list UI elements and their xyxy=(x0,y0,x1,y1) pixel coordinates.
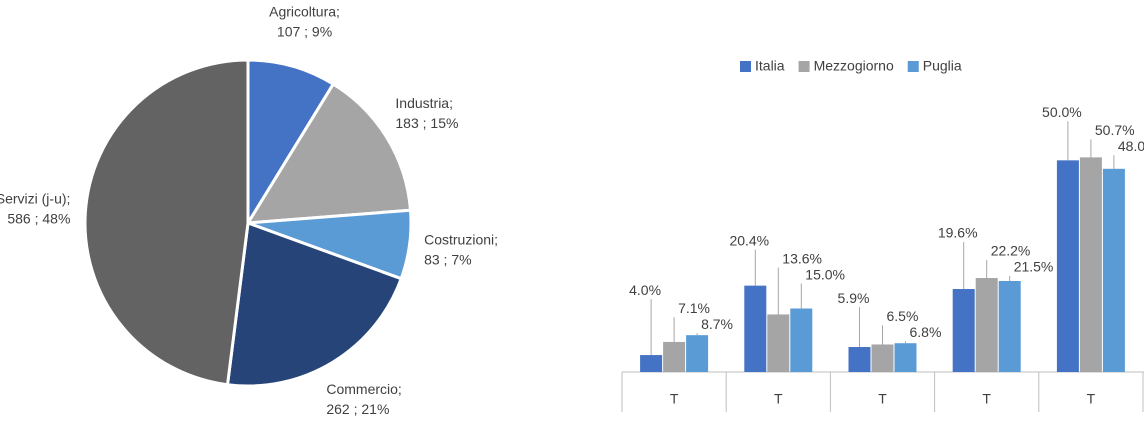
pie-category-label: Agricoltura; xyxy=(269,4,340,20)
pie-slice xyxy=(246,58,336,229)
pie-slice xyxy=(225,220,404,388)
bar xyxy=(848,347,871,372)
bar xyxy=(744,285,767,372)
bar xyxy=(952,289,975,372)
pie-value-label: 107 ; 9% xyxy=(277,24,332,40)
data-label: 6.5% xyxy=(887,308,919,324)
pie-value-label: 586 ; 48% xyxy=(7,211,70,227)
bar xyxy=(1102,168,1125,372)
x-tick-label: T xyxy=(774,391,783,407)
data-label: 4.0% xyxy=(629,282,661,298)
bar xyxy=(894,343,917,372)
x-tick-label: T xyxy=(670,391,679,407)
pie-slice xyxy=(245,82,413,225)
x-tick-label: T xyxy=(1087,391,1096,407)
bar xyxy=(975,278,998,372)
data-label: 7.1% xyxy=(678,300,710,316)
bar xyxy=(686,335,709,372)
data-label: 15.0% xyxy=(805,266,845,282)
legend-label: Mezzogiorno xyxy=(814,58,894,74)
data-label: 5.9% xyxy=(838,290,870,306)
pie-category-label: Servizi (j-u); xyxy=(0,191,70,207)
pie-value-label: 262 ; 21% xyxy=(326,401,389,417)
data-label: 48.0% xyxy=(1118,138,1144,154)
pie-category-label: Industria; xyxy=(395,95,453,111)
pie-category-label: Commercio; xyxy=(326,381,401,397)
legend-swatch xyxy=(798,61,810,72)
bar xyxy=(998,280,1021,372)
data-label: 20.4% xyxy=(729,232,769,248)
bar xyxy=(790,308,813,372)
bar xyxy=(640,355,663,372)
bar xyxy=(767,314,790,372)
data-label: 6.8% xyxy=(910,324,942,340)
x-tick-label: T xyxy=(878,391,887,407)
legend-label: Puglia xyxy=(923,58,962,74)
data-label: 50.0% xyxy=(1042,104,1082,120)
bar xyxy=(1079,157,1102,372)
pie-category-label: Costruzioni; xyxy=(424,232,498,248)
data-label: 50.7% xyxy=(1095,122,1135,138)
bar xyxy=(871,344,894,372)
pie-value-label: 83 ; 7% xyxy=(424,252,471,268)
pie-slice xyxy=(83,58,250,387)
data-label: 22.2% xyxy=(991,243,1031,259)
x-tick-label: T xyxy=(982,391,991,407)
data-label: 21.5% xyxy=(1014,259,1054,275)
data-label: 8.7% xyxy=(701,316,733,332)
legend-swatch xyxy=(740,61,751,72)
data-label: 13.6% xyxy=(782,250,822,266)
bar xyxy=(1056,160,1079,372)
legend-label: Italia xyxy=(755,58,785,74)
legend-swatch xyxy=(907,61,919,72)
bar xyxy=(663,341,686,372)
data-label: 19.6% xyxy=(938,225,978,241)
pie-value-label: 183 ; 15% xyxy=(395,115,458,131)
